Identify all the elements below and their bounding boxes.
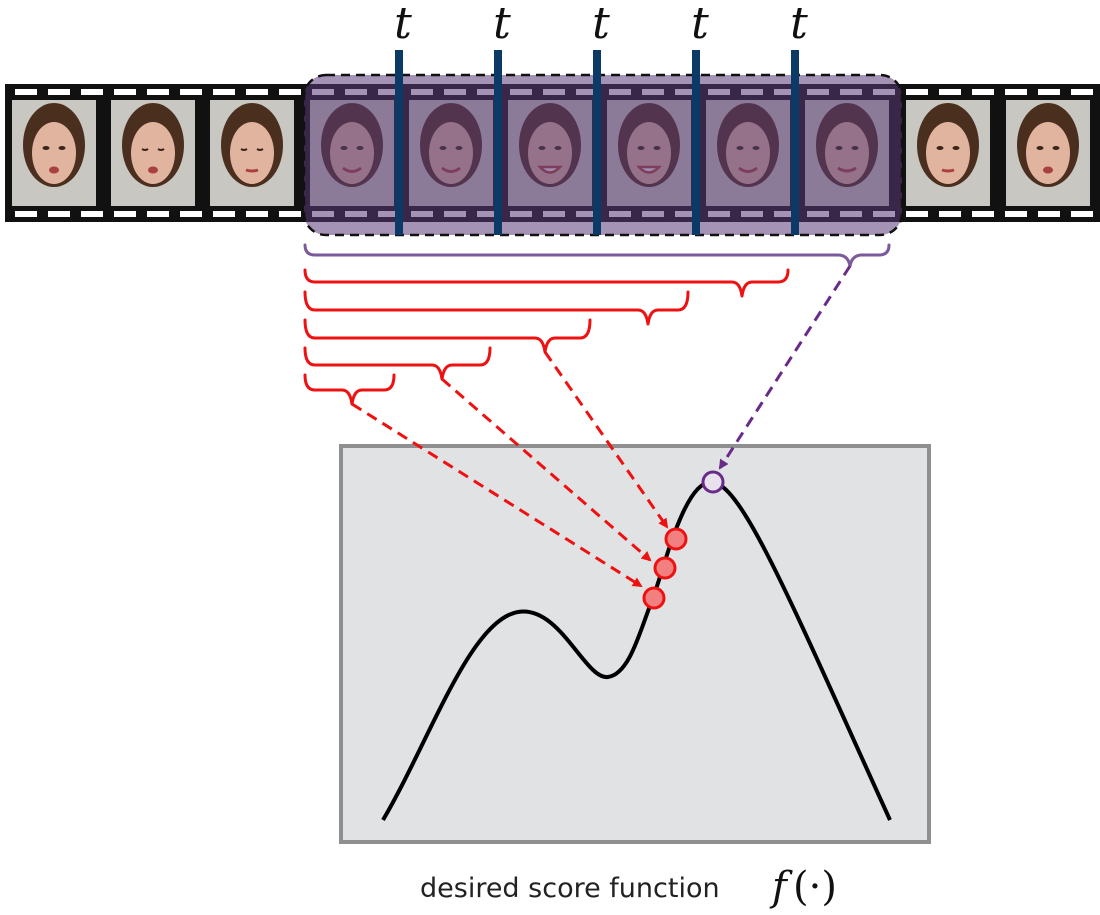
score-point-red <box>653 556 677 580</box>
face-frame-10 <box>906 100 990 206</box>
brace-2-segments <box>303 318 592 354</box>
time-marker-label: t <box>493 0 511 49</box>
time-marker-label: t <box>592 0 610 49</box>
time-marker-bar <box>791 50 799 235</box>
face-frame-3 <box>210 100 294 206</box>
score-function-curve <box>381 479 892 822</box>
caption-text: desired score function <box>420 873 720 904</box>
time-marker-bar <box>395 50 403 235</box>
face-frame-11 <box>1006 100 1090 206</box>
time-marker-label: t <box>790 0 808 49</box>
caption-function-name: f <box>769 864 793 910</box>
face-frame-1 <box>12 100 96 206</box>
arrow-1-segment-to-point <box>441 377 652 562</box>
brace-partial-segment <box>303 373 396 406</box>
score-point-peak <box>701 470 725 494</box>
brace-3-segments <box>303 290 690 326</box>
caption-function-arg: (·) <box>793 864 837 910</box>
time-marker-bar <box>494 50 502 235</box>
score-point-red <box>642 586 666 610</box>
time-marker-bar <box>593 50 601 235</box>
arrow-partial-to-point <box>351 402 643 588</box>
time-marker-label: t <box>394 0 412 49</box>
time-marker-bar <box>692 50 700 235</box>
score-point-red <box>664 527 688 551</box>
time-markers: t t t t t <box>394 0 808 235</box>
brace-4-segments <box>303 268 790 298</box>
brace-1-segment <box>303 346 492 381</box>
full-window-brace <box>303 243 891 268</box>
highlight-window <box>302 73 904 237</box>
arrow-full-window-to-peak <box>718 265 852 470</box>
time-marker-label: t <box>691 0 709 49</box>
face-frame-2 <box>111 100 195 206</box>
